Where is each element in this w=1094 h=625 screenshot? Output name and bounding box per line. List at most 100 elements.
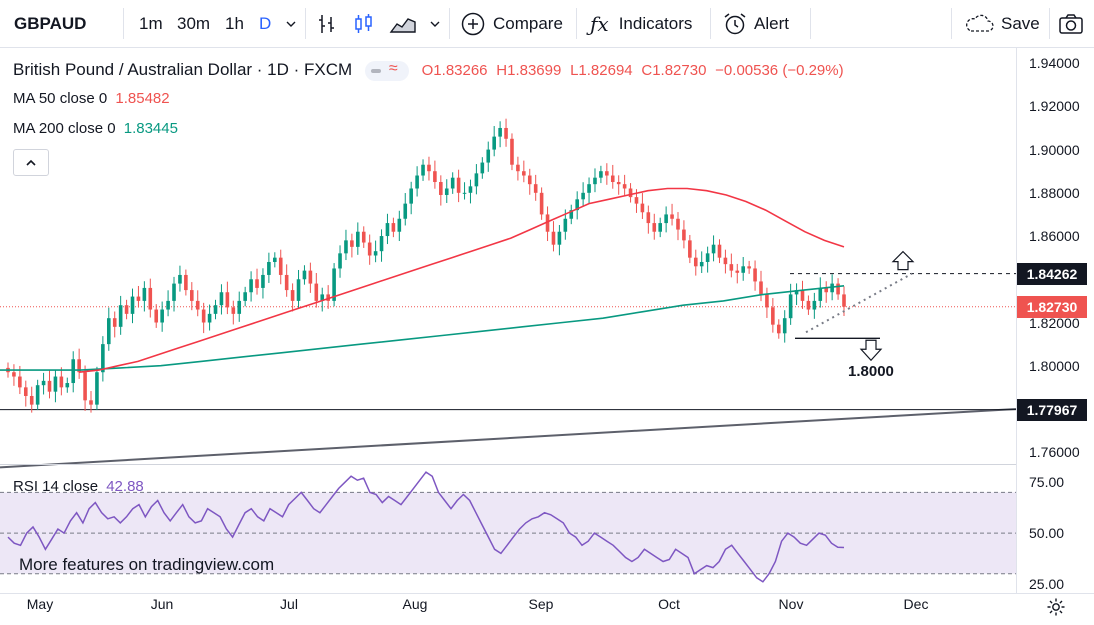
candles-style-button[interactable] xyxy=(352,0,376,47)
candles-icon xyxy=(355,13,372,33)
time-axis-label: Sep xyxy=(528,596,554,612)
candle-body xyxy=(172,283,176,301)
candle-body xyxy=(403,203,408,219)
candle-body xyxy=(243,292,247,301)
candle-body xyxy=(148,287,153,310)
timeframe-d[interactable]: D xyxy=(259,13,272,33)
bars-style-button[interactable] xyxy=(316,0,338,47)
candle-body xyxy=(83,372,87,401)
candle-body xyxy=(373,251,378,256)
candle-body xyxy=(610,175,615,183)
candle-body xyxy=(154,309,159,323)
candle-body xyxy=(533,184,538,193)
area-style-button[interactable] xyxy=(389,0,417,47)
candle-body xyxy=(95,372,99,405)
candle-body xyxy=(670,214,674,219)
candle-body xyxy=(705,253,710,262)
candle-body xyxy=(421,164,425,176)
price-axis-label: 1.90000 xyxy=(1029,141,1080,158)
candle-body xyxy=(812,300,817,310)
change-value: −0.00536 (−0.29%) xyxy=(715,62,844,79)
save-label: Save xyxy=(1001,13,1040,33)
chart-style-dropdown[interactable] xyxy=(428,0,442,47)
toolbar-divider xyxy=(576,8,577,39)
candle-body xyxy=(545,214,550,232)
price-axis[interactable] xyxy=(1016,48,1094,593)
indicators-button[interactable]: ƒx Indicators xyxy=(590,0,692,47)
candle-body xyxy=(456,177,461,193)
price-tag: 1.82730 xyxy=(1017,295,1087,318)
candle-body xyxy=(356,231,360,247)
price-axis-label: 1.80000 xyxy=(1029,357,1080,374)
candle-body xyxy=(818,287,823,301)
snapshot-button[interactable] xyxy=(1058,0,1084,47)
price-axis-label: 1.86000 xyxy=(1029,228,1080,245)
timeframe-1m[interactable]: 1m xyxy=(139,13,163,33)
ma200-legend[interactable]: MA 200 close 0 1.83445 xyxy=(13,120,178,137)
time-axis-label: Jun xyxy=(150,596,174,612)
candle-body xyxy=(261,274,265,288)
collapse-legend-button[interactable] xyxy=(13,149,49,176)
candle-body xyxy=(747,266,751,269)
target-label: 1.8000 xyxy=(848,362,894,380)
candle-body xyxy=(29,395,34,405)
chevron-down-icon xyxy=(286,21,296,27)
timeframe-dropdown[interactable] xyxy=(284,0,298,47)
candle-body xyxy=(735,270,740,273)
timeframe-1h[interactable]: 1h xyxy=(225,13,244,33)
price-axis-label: 1.76000 xyxy=(1029,444,1080,461)
rsi-legend[interactable]: RSI 14 close 42.88 xyxy=(13,478,144,495)
area-chart-icon xyxy=(389,17,416,33)
candle-body xyxy=(332,268,336,301)
chevron-down-icon xyxy=(430,21,440,27)
promo-link[interactable]: More features on tradingview.com xyxy=(19,555,275,574)
ma200-label: MA 200 close 0 xyxy=(13,120,116,137)
candle-body xyxy=(776,324,781,334)
rsi-axis-label: 50.00 xyxy=(1029,525,1065,542)
ma50-legend[interactable]: MA 50 close 0 1.85482 xyxy=(13,90,170,107)
rsi-axis-label: 25.00 xyxy=(1029,575,1065,592)
visibility-toggle[interactable]: ≈ xyxy=(364,60,409,81)
candle-body xyxy=(23,387,28,396)
compare-button[interactable]: Compare xyxy=(460,0,563,47)
candle-body xyxy=(130,296,135,314)
high-value: H1.83699 xyxy=(496,62,562,79)
candle-body xyxy=(782,318,787,334)
price-axis-label: 1.82000 xyxy=(1029,314,1080,331)
save-button[interactable]: Save xyxy=(963,0,1040,47)
candle-body xyxy=(587,184,591,193)
candle-body xyxy=(634,197,639,204)
candle-body xyxy=(118,305,123,327)
candle-body xyxy=(575,199,579,211)
candle-body xyxy=(101,344,105,373)
candle-body xyxy=(723,257,728,265)
candle-body xyxy=(788,294,793,319)
rsi-value: 42.88 xyxy=(106,478,144,495)
candle-body xyxy=(676,218,680,230)
rsi-label: RSI 14 close xyxy=(13,478,99,495)
symbol-search[interactable]: GBPAUD xyxy=(14,13,87,33)
candle-body xyxy=(207,313,212,323)
candle-body xyxy=(106,318,111,345)
candle-body xyxy=(391,223,396,232)
candle-body xyxy=(516,164,520,172)
price-tag: 1.77967 xyxy=(1017,398,1087,421)
candle-body xyxy=(314,283,319,301)
toolbar-divider xyxy=(449,8,450,39)
candle-body xyxy=(628,188,633,198)
candle-body xyxy=(249,279,253,293)
ma50-value: 1.85482 xyxy=(115,90,170,107)
candle-body xyxy=(47,380,52,392)
timeframe-30m[interactable]: 30m xyxy=(177,13,211,33)
price-axis-label: 1.94000 xyxy=(1029,55,1080,72)
candle-body xyxy=(836,283,840,295)
candle-body xyxy=(729,264,734,271)
settings-button[interactable] xyxy=(1046,597,1066,622)
candle-body xyxy=(409,188,413,204)
alert-button[interactable]: Alert xyxy=(722,0,789,47)
candle-body xyxy=(184,274,188,291)
candle-body xyxy=(195,300,200,310)
candle-body xyxy=(622,184,627,189)
pane-separator[interactable] xyxy=(0,464,1016,465)
